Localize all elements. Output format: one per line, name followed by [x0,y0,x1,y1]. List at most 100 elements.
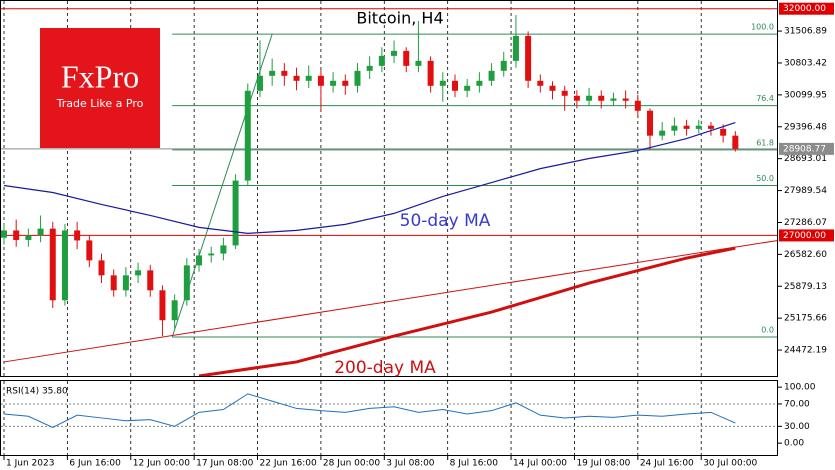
candle-body [61,230,68,301]
candle-body [561,90,568,96]
y-tick-label: 28693.01 [784,154,827,164]
x-tick-label: 28 Jun 00:00 [323,459,380,469]
price-label-box [779,2,834,15]
candle-body [256,75,263,91]
candle-body [695,125,702,129]
candle-body [74,230,81,241]
candle-body [354,70,361,86]
candle-body [634,100,641,111]
candle-body [342,80,349,86]
fib-label: 61.8 [756,138,774,147]
logo-name: FxPro [61,58,139,94]
fib-label: 76.4 [756,94,774,103]
rsi-title: RSI(14) 35.80 [6,387,68,397]
candle-body [439,80,446,86]
y-tick-label: 31506.89 [784,27,827,37]
candle-body [171,300,178,321]
fib-label: 100.0 [751,23,774,32]
x-tick-label: 30 Jul 00:00 [703,459,757,469]
candle-body [1,230,7,238]
x-tick-label: 8 Jul 16:00 [450,459,499,469]
indicator-line [3,240,777,363]
chart-title: Bitcoin, H4 [356,9,443,28]
rsi-line [3,393,736,429]
candle-body [512,35,519,61]
candle-body [13,230,20,240]
main-plot: 100.0 76.4 61.8 50.0 0.0 [1,1,777,376]
candle-body [366,65,373,71]
x-tick-label: 1 Jun 2023 [6,459,54,469]
x-tick-label: 12 Jun 00:00 [133,459,190,469]
candle-body [647,110,654,136]
candle-body [378,55,385,66]
price-label: 32000.00 [783,4,826,14]
rsi-frame [0,380,778,456]
annotation: 200-day MA [334,358,436,378]
candle-body [98,260,105,276]
candle-body [305,75,312,81]
candle-body [500,60,507,71]
y-tick-label: 29396.48 [784,122,827,132]
candle-body [415,60,422,66]
x-tick-label: 24 Jul 16:00 [640,459,694,469]
candle-body [122,275,129,291]
candle-body [707,125,714,129]
candle-body [391,50,398,56]
y-tick-label: 27286.07 [784,218,827,228]
candle-body [598,95,605,101]
price-label-box [779,229,834,242]
y-tick-label: 25879.13 [784,282,827,292]
x-tick-label: 22 Jun 16:00 [260,459,317,469]
price-label: 27000.00 [783,231,826,241]
candle-body [330,80,337,86]
y-tick-label: 30.00 [784,422,810,432]
candle-body [427,60,434,86]
candle-body [537,80,544,86]
candle-body [135,270,142,276]
candle-body [610,98,617,101]
y-tick-label: 30099.95 [784,90,827,100]
candle-body [183,265,190,301]
candle-body [451,80,458,91]
candle-body [525,35,532,81]
candle-body [403,50,410,66]
candle-body [476,80,483,86]
logo-box [40,28,160,148]
indicator-line [198,246,736,376]
candle-body [244,90,251,181]
candle-body [110,275,117,291]
candle-body [720,128,727,136]
y-tick-label: 0.00 [784,439,804,449]
candle-body [622,98,629,101]
candle-body [86,240,93,261]
x-tick-label: 19 Jul 08:00 [576,459,630,469]
candle-body [208,253,215,256]
x-tick-label: 17 Jun 08:00 [196,459,253,469]
logo-tagline: Trade Like a Pro [56,97,144,110]
price-label-box [779,142,834,155]
candle-body [586,95,593,101]
candle-body [25,235,32,240]
candle-body [671,125,678,131]
candle-body [147,270,154,291]
x-tick-label: 6 Jun 16:00 [69,459,121,469]
candle-body [159,290,166,321]
y-tick-label: 70.00 [784,399,810,409]
fib-label: 50.0 [756,174,774,183]
candle-body [49,228,56,301]
candle-body [732,135,739,149]
y-tick-label: 27989.54 [784,186,827,196]
candle-body [196,255,203,266]
y-tick-label: 24472.19 [784,346,827,356]
candle-body [293,75,300,81]
candle-body [464,85,471,91]
fib-label: 0.0 [761,326,774,335]
annotation: 50-day MA [400,211,491,231]
x-tick-label: 3 Jul 08:00 [386,459,435,469]
candle-body [488,70,495,81]
candle-body [281,70,288,76]
y-tick-label: 25175.66 [784,314,827,324]
candle-body [232,180,239,246]
